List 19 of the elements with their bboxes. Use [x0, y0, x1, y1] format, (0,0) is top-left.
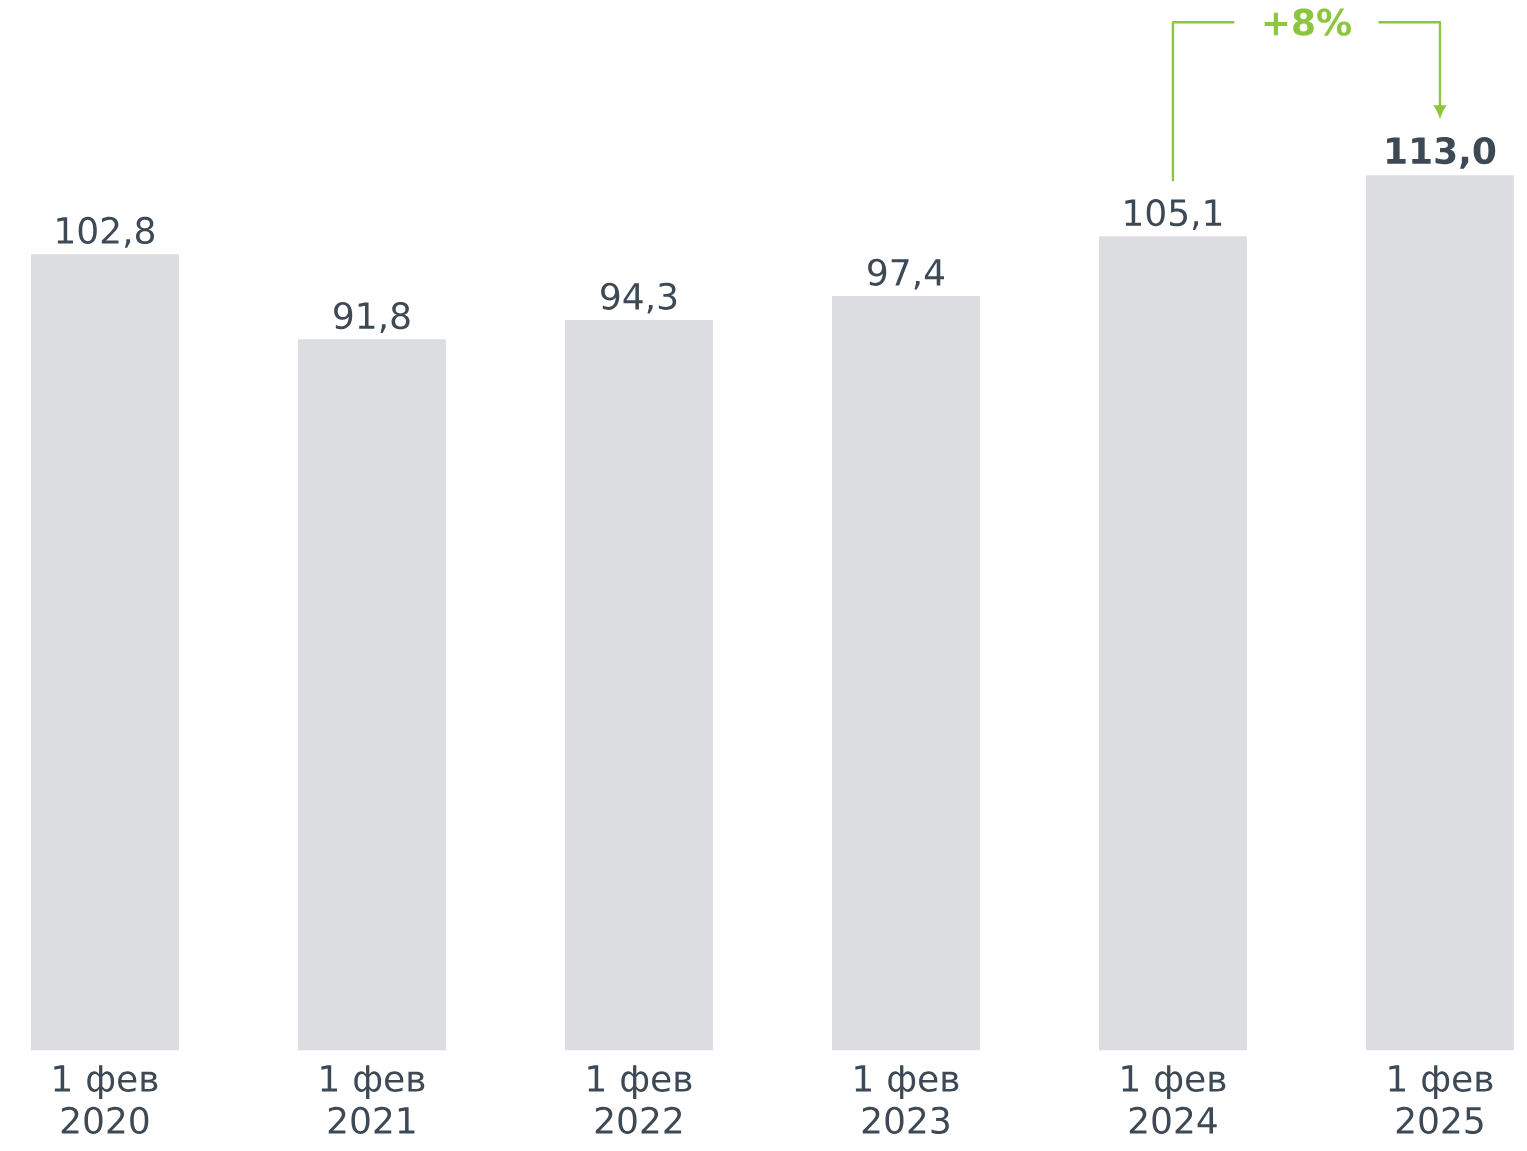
data-label: 113,0 [1387, 136, 1496, 169]
x-tick-label: 1 фев 2021 [321, 1065, 425, 1134]
x-tick-label: 1 фев 2023 [855, 1065, 959, 1134]
bar [297, 339, 446, 1051]
x-tick-label: 1 фев 2020 [54, 1065, 158, 1134]
bar [1365, 175, 1514, 1051]
data-label: 94,3 [601, 282, 677, 314]
x-tick-label: 1 фев 2025 [1389, 1065, 1493, 1134]
data-label: 97,4 [868, 258, 945, 290]
bar [564, 319, 713, 1051]
bar [1098, 236, 1247, 1051]
data-label: 102,8 [57, 216, 154, 248]
bar [831, 295, 980, 1051]
data-label: 105,1 [1125, 198, 1222, 230]
data-label: 91,8 [334, 301, 410, 333]
x-tick-label: 1 фев 2022 [588, 1065, 692, 1134]
bar [30, 254, 179, 1051]
text: +8% [1264, 8, 1351, 36]
x-tick-label: 1 фев 2024 [1122, 1065, 1226, 1134]
